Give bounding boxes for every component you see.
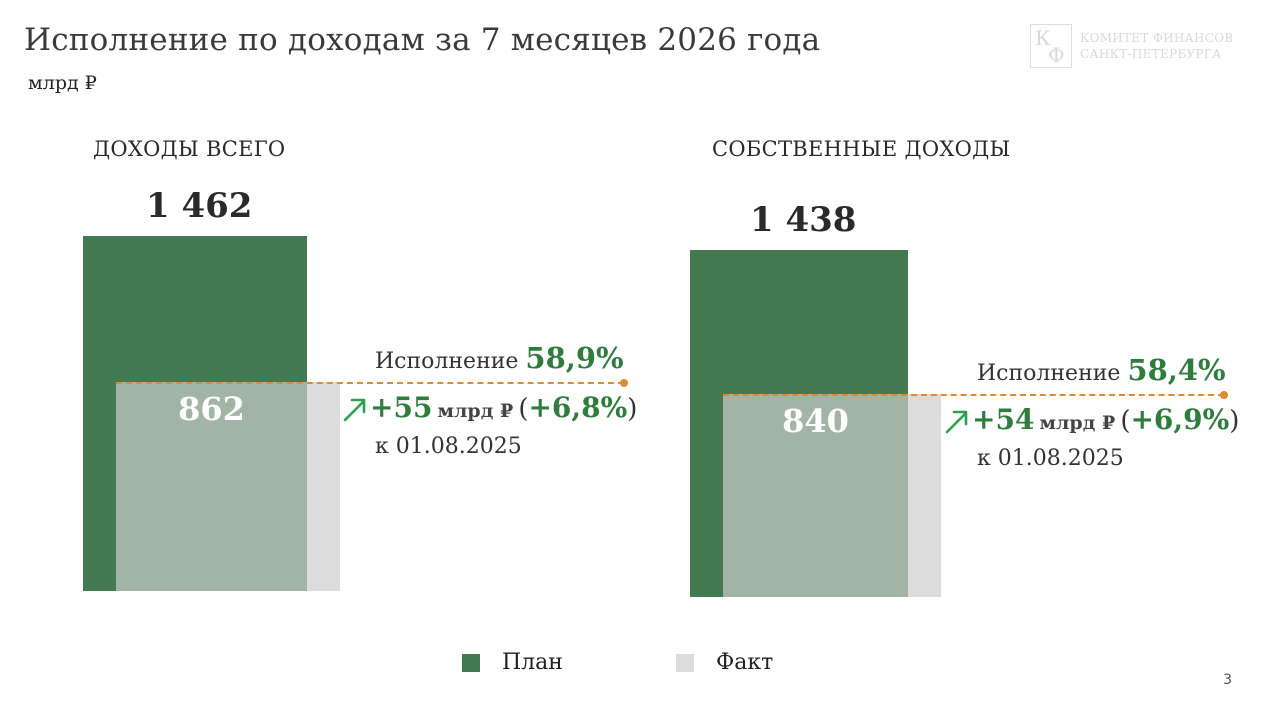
bar-fact-overlap bbox=[723, 394, 908, 597]
growth-percent: +6,9% bbox=[1130, 403, 1230, 437]
execution-line bbox=[723, 394, 1224, 397]
logo-text: КОМИТЕТ ФИНАНСОВ САНКТ-ПЕТЕРБУРГА bbox=[1080, 31, 1234, 61]
growth-annotation: +54 млрд ₽ (+6,9%) bbox=[944, 403, 1239, 436]
chart-title: СОБСТВЕННЫЕ ДОХОДЫ bbox=[712, 137, 1011, 161]
fact-value-label: 862 bbox=[178, 389, 245, 428]
legend-swatch-plan bbox=[462, 654, 480, 672]
legend-label: Факт bbox=[716, 650, 774, 675]
arrow-up-right-icon bbox=[945, 410, 968, 434]
growth-annotation: +55 млрд ₽ (+6,8%) bbox=[342, 391, 637, 424]
execution-label: Исполнение 58,9% bbox=[375, 340, 624, 375]
growth-percent: +6,8% bbox=[528, 390, 628, 424]
unit-label: млрд ₽ bbox=[28, 72, 97, 94]
legend-label: План bbox=[502, 650, 563, 675]
execution-line-dot bbox=[1220, 391, 1228, 400]
execution-label: Исполнение 58,4% bbox=[977, 353, 1226, 388]
legend: План Факт bbox=[0, 650, 1262, 682]
execution-value: 58,9% bbox=[525, 340, 624, 375]
growth-absolute: +54 bbox=[972, 403, 1035, 437]
growth-unit: млрд ₽ bbox=[1039, 412, 1116, 435]
chart-title: ДОХОДЫ ВСЕГО bbox=[93, 137, 286, 161]
execution-line bbox=[116, 381, 624, 384]
page-number: 3 bbox=[1223, 672, 1232, 688]
arrow-up-right-icon bbox=[343, 398, 366, 421]
plan-value-label: 1 462 bbox=[146, 186, 253, 226]
page-title: Исполнение по доходам за 7 месяцев 2026 … bbox=[24, 22, 821, 58]
growth-absolute: +55 bbox=[370, 390, 433, 424]
plan-value-label: 1 438 bbox=[750, 200, 857, 240]
comparison-date: к 01.08.2025 bbox=[375, 433, 522, 459]
execution-line-dot bbox=[620, 378, 628, 387]
legend-swatch-fact bbox=[676, 654, 694, 672]
comparison-date: к 01.08.2025 bbox=[977, 446, 1124, 472]
bar-fact-overlap bbox=[116, 381, 307, 591]
fact-value-label: 840 bbox=[782, 402, 849, 441]
growth-unit: млрд ₽ bbox=[437, 399, 514, 422]
execution-value: 58,4% bbox=[1127, 353, 1226, 388]
